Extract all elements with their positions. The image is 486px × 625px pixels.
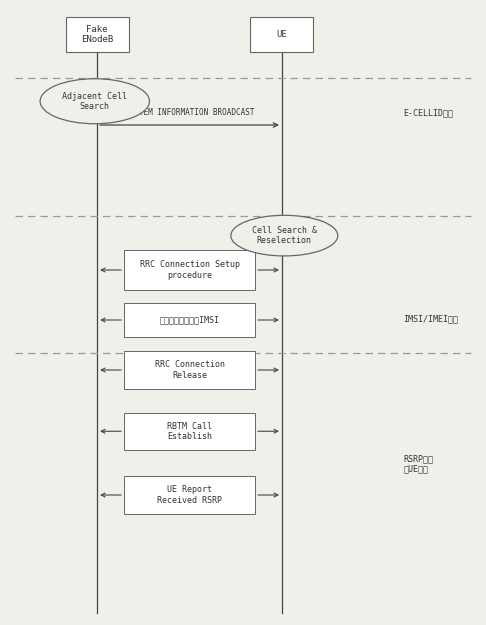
Text: RSRP上报
和UE定位: RSRP上报 和UE定位 [403,454,434,474]
Text: Cell Search &
Reselection: Cell Search & Reselection [252,226,317,246]
Text: E-CELLID获取: E-CELLID获取 [403,108,453,117]
Bar [66,17,129,51]
Text: RRC Connection
Release: RRC Connection Release [155,360,225,380]
Bar [250,17,313,51]
Bar [124,302,255,338]
Text: RBTM Call
Establish: RBTM Call Establish [167,421,212,441]
Ellipse shape [231,215,338,256]
Text: 从附着过程中获取IMSI: 从附着过程中获取IMSI [159,316,220,324]
Bar [124,351,255,389]
Text: IMSI/IMEI获取: IMSI/IMEI获取 [403,314,458,323]
Text: UE Report
Received RSRP: UE Report Received RSRP [157,485,222,505]
Bar [124,249,255,290]
Text: Fake
ENodeB: Fake ENodeB [81,24,113,44]
Text: SYSTEM INFORMATION BROADCAST: SYSTEM INFORMATION BROADCAST [125,108,254,117]
Ellipse shape [40,79,150,124]
Bar [124,476,255,514]
Text: UE: UE [277,30,287,39]
Bar [124,412,255,450]
Text: Adjacent Cell
Search: Adjacent Cell Search [62,91,127,111]
Text: RRC Connection Setup
procedure: RRC Connection Setup procedure [139,260,240,280]
